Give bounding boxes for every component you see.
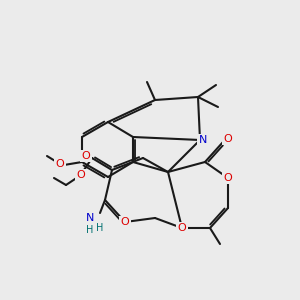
- Text: N: N: [86, 213, 94, 223]
- Text: O: O: [178, 223, 186, 233]
- Text: O: O: [76, 170, 85, 180]
- Text: O: O: [56, 159, 64, 169]
- Text: O: O: [224, 134, 232, 144]
- Text: N: N: [199, 135, 207, 145]
- Text: H: H: [86, 225, 94, 235]
- Text: O: O: [121, 217, 129, 227]
- Text: H: H: [96, 223, 104, 233]
- Text: O: O: [224, 173, 232, 183]
- Text: O: O: [82, 151, 90, 161]
